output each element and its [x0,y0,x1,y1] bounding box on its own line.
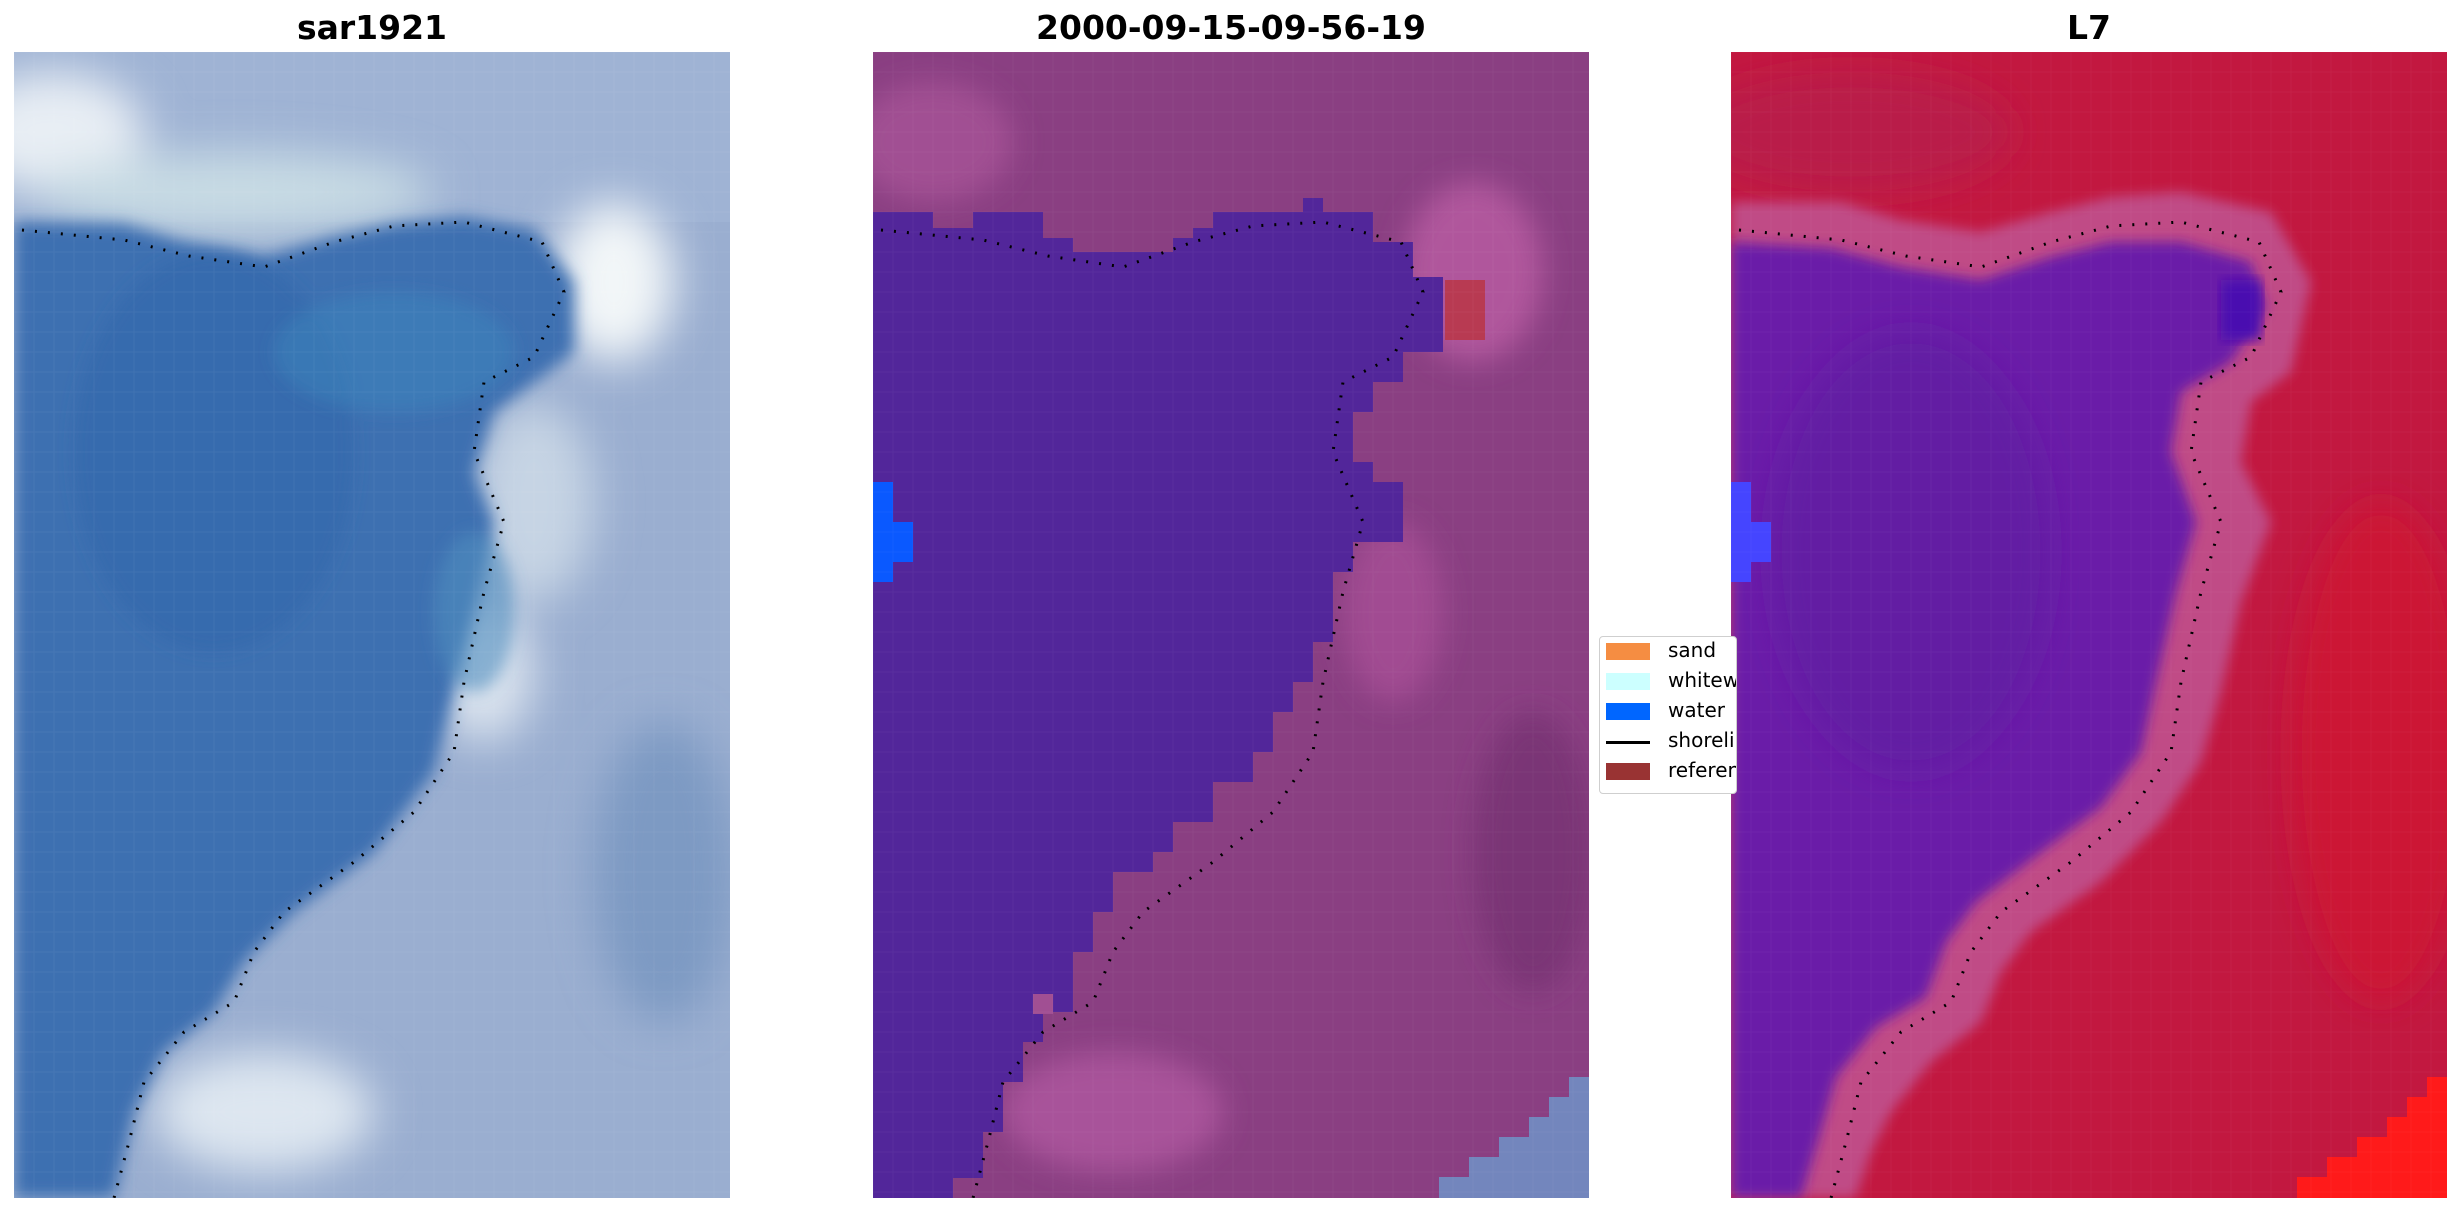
mndwi-image [1731,52,2447,1198]
shoreline-line-swatch [1606,741,1650,744]
rgb-image-panel[interactable] [14,52,730,1198]
mndwi-panel[interactable] [1731,52,2447,1198]
legend-label: water [1668,698,1725,722]
classification-panel[interactable] [873,52,1589,1198]
classification-image [873,52,1589,1198]
legend-item-shoreline: shoreline [1606,727,1736,753]
panel-title-mndwi: L7 [2067,8,2111,47]
panel-title-rgb: sar1921 [296,8,448,47]
legend-label: shoreline [1668,728,1736,752]
legend-label: reference [1668,758,1736,782]
legend-item-water: water [1606,697,1736,723]
water-swatch [1606,703,1650,720]
legend-label: sand [1668,638,1717,662]
sand-swatch [1606,643,1650,660]
whitewater-swatch [1606,673,1650,690]
legend-item-reference: reference [1606,757,1736,783]
legend-item-sand: sand [1606,637,1736,663]
rgb-image [14,52,730,1198]
reference-swatch [1606,763,1650,780]
panel-title-classification: 2000-09-15-09-56-19 [1036,8,1426,47]
